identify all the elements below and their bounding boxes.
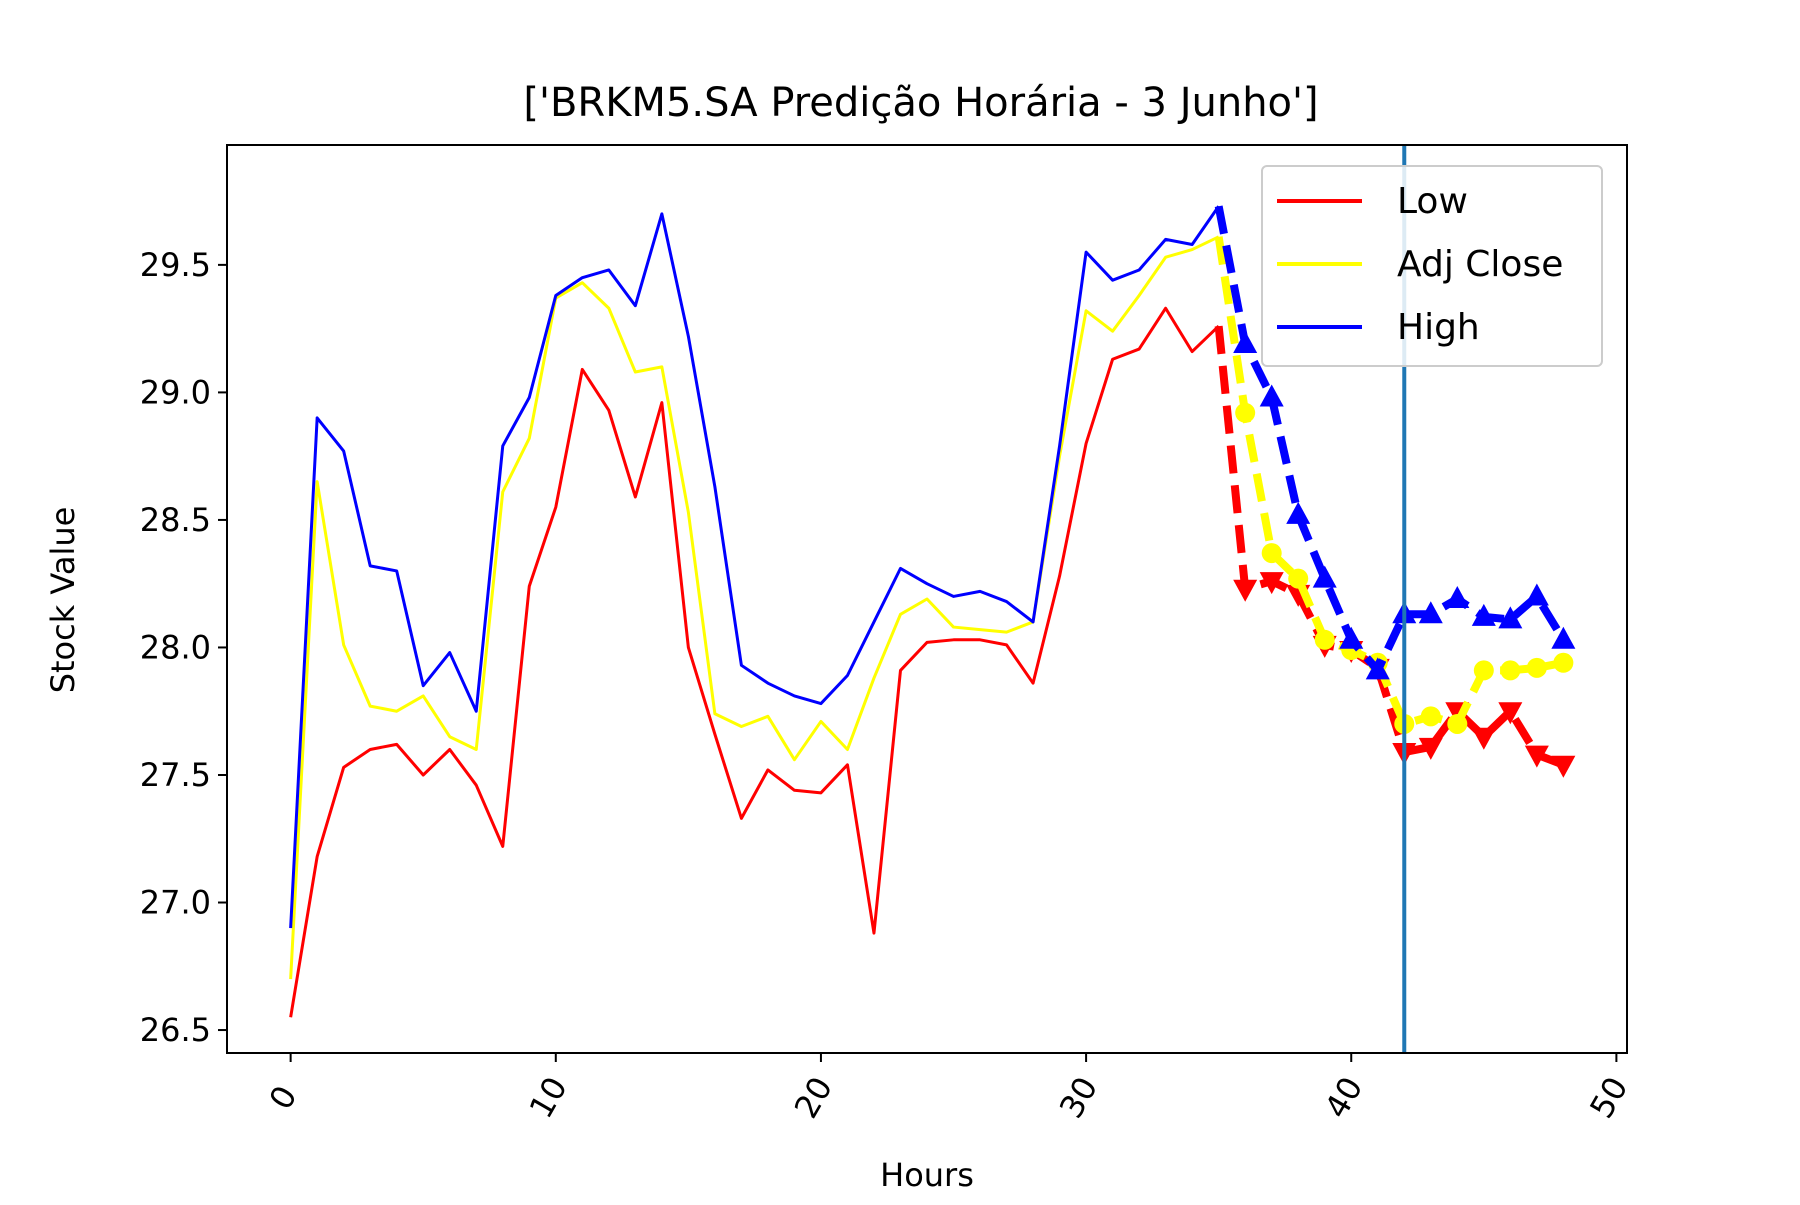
x-tick-label: 10 (522, 1070, 575, 1124)
legend-box (1261, 165, 1603, 367)
low-predicted-point (1418, 737, 1443, 760)
low-predicted-point (1233, 579, 1258, 602)
legend-label-adj-close: Adj Close (1397, 244, 1563, 285)
adj-close-predicted-point (1500, 660, 1521, 681)
y-tick-label: 27.5 (140, 756, 211, 794)
high-predicted-point (1312, 565, 1337, 588)
high-series-line (289, 205, 1220, 929)
plot-area (289, 145, 1576, 1053)
x-axis-label: Hours (880, 1156, 974, 1194)
legend: Low Adj Close High (1261, 165, 1603, 367)
y-tick-label: 26.5 (140, 1011, 211, 1049)
adj-close-predicted-point (1473, 660, 1494, 681)
high-predicted-line (1214, 205, 1567, 675)
high-predicted-point (1445, 586, 1470, 608)
adj-close-predicted-point (1420, 706, 1441, 727)
x-axis: 0 10 20 30 40 50 (262, 1053, 1636, 1125)
low-series-line (289, 306, 1220, 1018)
high-predicted-point (1365, 657, 1390, 680)
low-predicted-point (1471, 727, 1496, 750)
y-axis: 26.5 27.0 27.5 28.0 28.5 29.0 29.5 (140, 246, 227, 1049)
high-predicted-point (1286, 501, 1311, 524)
adj-close-predicted-point (1314, 629, 1335, 650)
y-tick-label: 27.0 (140, 884, 211, 922)
low-predicted-point (1524, 745, 1549, 768)
legend-label-low: Low (1397, 181, 1468, 222)
x-tick-label: 20 (787, 1070, 840, 1124)
y-tick-label: 29.0 (140, 373, 211, 411)
y-tick-label: 28.5 (140, 501, 211, 539)
y-tick-label: 29.5 (140, 246, 211, 284)
adj-close-predicted-point (1526, 657, 1547, 678)
adj-close-predicted-point (1447, 713, 1468, 734)
high-predicted-point (1471, 603, 1496, 626)
adj-close-predicted-point (1553, 652, 1574, 673)
high-predicted-point (1233, 330, 1258, 353)
y-tick-label: 28.0 (140, 628, 211, 666)
high-predicted-point (1418, 601, 1443, 624)
high-predicted-point (1498, 606, 1523, 629)
x-tick-label: 50 (1582, 1070, 1635, 1124)
high-predicted-point (1551, 626, 1576, 649)
high-predicted-point (1339, 626, 1364, 649)
adj-close-series-line (289, 235, 1220, 980)
x-tick-label: 30 (1052, 1070, 1105, 1124)
high-predicted-point (1259, 384, 1284, 407)
low-predicted-point (1498, 702, 1523, 725)
low-predicted-point (1551, 755, 1576, 778)
adj-close-predicted-point (1235, 402, 1256, 423)
x-tick-label: 0 (262, 1079, 305, 1116)
x-tick-label: 40 (1317, 1070, 1370, 1124)
y-axis-label: Stock Value (44, 507, 82, 694)
low-predicted-point (1259, 572, 1284, 595)
legend-label-high: High (1397, 307, 1480, 348)
chart-title: ['BRKM5.SA Predição Horária - 3 Junho'] (523, 80, 1318, 126)
adj-close-predicted-point (1261, 543, 1282, 564)
adj-close-predicted-point (1288, 568, 1309, 589)
high-predicted-point (1524, 583, 1549, 606)
plot-frame (226, 144, 1628, 1054)
